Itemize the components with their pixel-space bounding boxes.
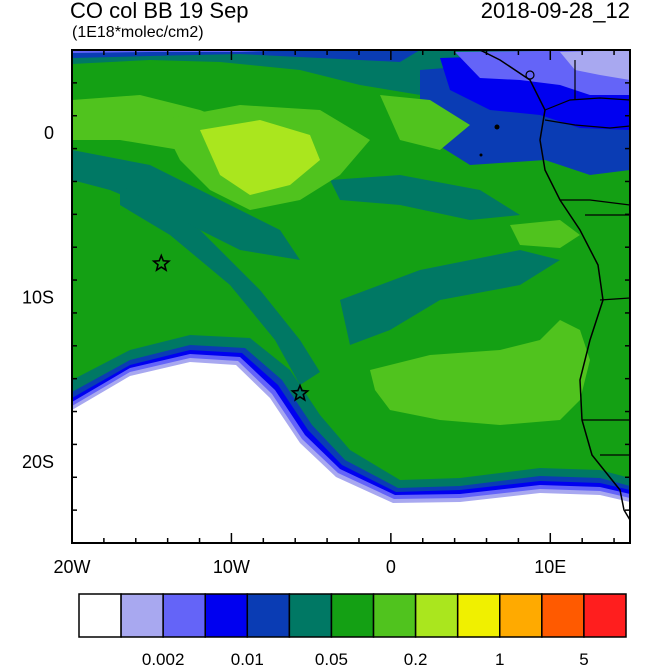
colorbar-label: 0.05 — [315, 650, 348, 667]
x-tick-label: 10E — [534, 557, 566, 577]
plot-frame — [71, 49, 631, 544]
colorbar-box — [246, 593, 291, 638]
x-tick-label: 0 — [386, 557, 396, 577]
colorbar-box — [456, 593, 501, 638]
ticks-layer: 20W 10W 0 10E 0 10S 20S — [22, 49, 630, 577]
colorbar-box — [120, 593, 164, 638]
markers-layer — [151, 253, 310, 402]
colorbar-box — [78, 593, 122, 638]
x-tick-label: 10W — [213, 557, 250, 577]
co-concentration-field — [72, 50, 630, 543]
colorbar-label: 1 — [495, 650, 504, 667]
colorbar-box — [583, 593, 627, 638]
colorbar-box — [541, 593, 585, 638]
colorbar-label: 0.2 — [404, 650, 428, 667]
map-title: CO col BB 19 Sep — [70, 0, 249, 23]
colorbar: 0.002 0.01 0.05 0.2 1 5 — [78, 593, 627, 667]
colorbar-box — [330, 593, 375, 638]
datetime-label: 2018-09-28_12 — [480, 0, 630, 23]
star-marker — [290, 383, 310, 402]
y-tick-label: 0 — [44, 123, 54, 143]
y-tick-label: 10S — [22, 288, 54, 308]
colorbar-box — [499, 593, 543, 638]
colorbar-box — [414, 593, 459, 638]
y-tick-label: 20S — [22, 452, 54, 472]
colorbar-box — [372, 593, 417, 638]
star-marker — [151, 253, 171, 272]
colorbar-label: 0.01 — [231, 650, 264, 667]
colorbar-box — [204, 593, 249, 638]
island — [525, 70, 535, 80]
island — [479, 153, 483, 157]
x-tick-label: 20W — [53, 557, 90, 577]
colorbar-label: 5 — [579, 650, 588, 667]
units-label: (1E18*molec/cm2) — [72, 24, 204, 41]
coastline — [479, 50, 630, 521]
colorbar-box — [288, 593, 333, 638]
colorbar-label: 0.002 — [142, 650, 185, 667]
colorbar-box — [162, 593, 206, 638]
island — [494, 124, 500, 130]
